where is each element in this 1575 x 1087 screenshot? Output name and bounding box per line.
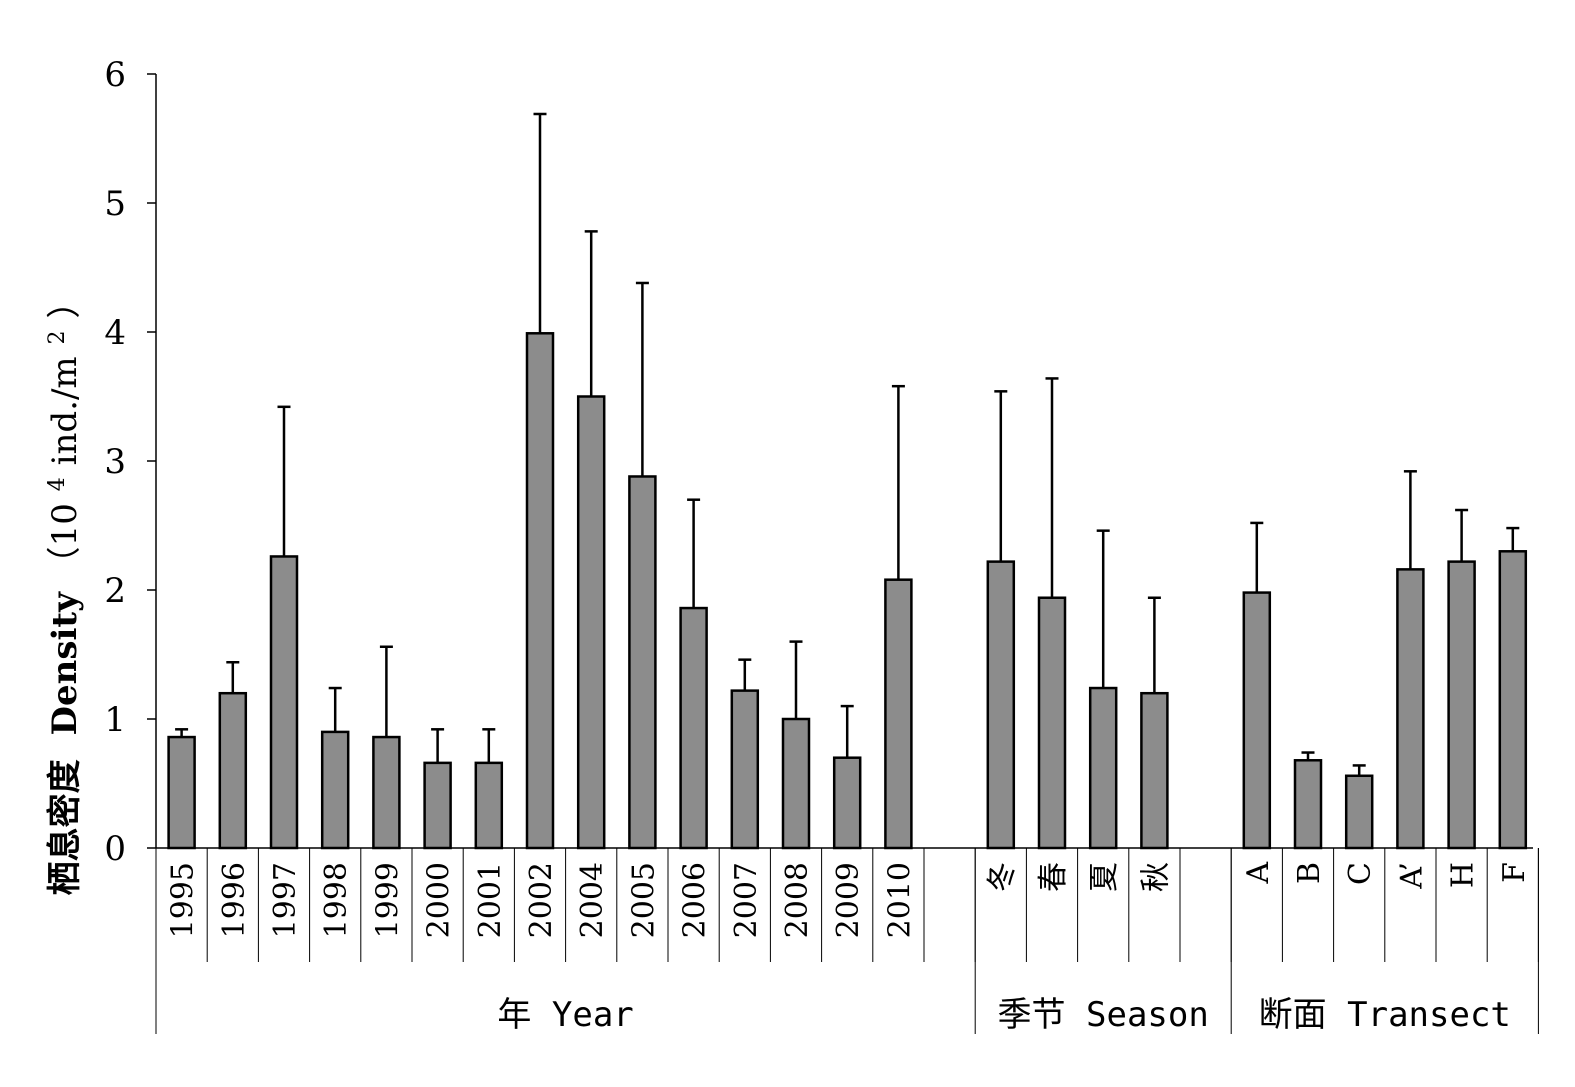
bar: [320, 730, 350, 850]
bar: [372, 735, 401, 850]
x-group-label: 年 Year: [497, 995, 633, 1035]
bar: [730, 689, 760, 850]
bar: [167, 735, 196, 850]
y-tick-label: 1: [104, 700, 126, 740]
x-category-label: 春: [1036, 862, 1071, 892]
y-axis-unit-sup: 4: [45, 477, 70, 491]
y-axis-title-en: Density: [45, 591, 85, 736]
bar: [679, 606, 708, 850]
bar: [781, 717, 811, 850]
y-axis-title: 栖息密度 Density （10 4 ind./m 2 ）: [33, 285, 85, 896]
bar: [1037, 596, 1067, 850]
y-axis-unit-sup2: 2: [45, 330, 70, 344]
y-tick-label: 5: [104, 184, 126, 224]
x-category-label: 2000: [422, 862, 457, 938]
x-category-label: 2008: [780, 862, 815, 938]
bar: [525, 332, 555, 850]
x-category-label: 夏: [1087, 862, 1122, 892]
y-axis-unit-mid: ind./m: [45, 356, 85, 465]
y-axis-title-cn: 栖息密度: [45, 759, 85, 895]
bar: [1498, 550, 1528, 850]
bar: [628, 475, 657, 850]
y-tick-label: 4: [104, 313, 126, 353]
bar: [423, 761, 452, 850]
x-category-label: 1999: [370, 862, 405, 938]
bar: [1088, 686, 1118, 850]
y-tick-label: 2: [104, 571, 126, 611]
y-tick-label: 0: [104, 829, 126, 869]
x-group-label: 季节 Season: [998, 995, 1209, 1035]
x-category-label: 1998: [319, 862, 354, 938]
bar: [218, 691, 248, 850]
bar: [474, 761, 504, 850]
bar: [1293, 759, 1323, 850]
y-tick-label: 6: [104, 55, 126, 95]
bar: [986, 560, 1016, 850]
bar: [1447, 560, 1476, 850]
x-category-label: 1995: [166, 862, 201, 938]
x-group-label: 断面 Transect: [1259, 995, 1511, 1035]
x-category-label: H: [1446, 862, 1481, 888]
x-category-label: 2005: [626, 862, 661, 938]
x-category-label: 2001: [473, 862, 508, 938]
x-category-label: 2006: [678, 862, 713, 938]
x-category-label: 秋: [1138, 862, 1173, 892]
y-axis-unit-open: （10: [45, 503, 85, 580]
x-axis: 1995 1996 1997 1998 1999 2000 2001 2002 2004 2005…: [155, 847, 1539, 1035]
x-category-label: 1997: [268, 862, 303, 938]
x-category-label: 2004: [575, 862, 610, 938]
bar: [576, 395, 606, 850]
bar: [1344, 774, 1374, 850]
y-tick-label: 3: [104, 442, 126, 482]
x-category-label: 2007: [729, 862, 764, 938]
bars-layer: [167, 112, 1528, 850]
y-axis: 0 1 2 3 4 5 6: [104, 55, 157, 869]
x-category-label: 1996: [217, 862, 252, 938]
bar: [1140, 691, 1169, 850]
x-category-label: 2009: [831, 862, 866, 938]
bar: [832, 756, 862, 850]
x-category-label: F: [1497, 862, 1532, 883]
bar: [1242, 591, 1272, 850]
x-category-label: 冬: [985, 862, 1020, 892]
x-category-label: A’: [1394, 862, 1429, 890]
bar: [884, 578, 913, 850]
y-axis-unit-close: ）: [45, 285, 85, 319]
bar: [269, 555, 299, 850]
x-category-label: 2010: [882, 862, 917, 938]
x-category-label: C: [1343, 862, 1378, 885]
x-category-label: 2002: [524, 862, 559, 938]
x-category-label: B: [1292, 862, 1327, 884]
x-category-label: A: [1241, 862, 1276, 885]
bar: [1396, 568, 1425, 850]
